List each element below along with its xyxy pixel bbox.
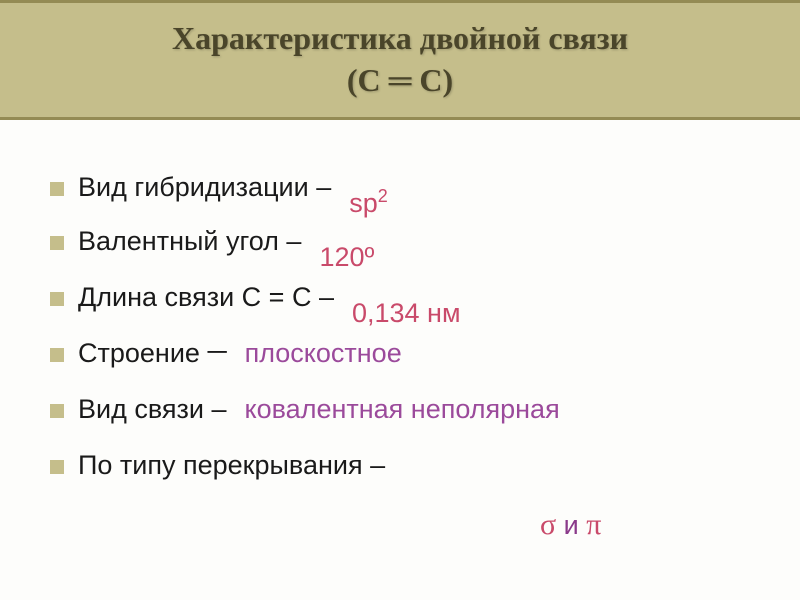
bullet-icon (50, 292, 64, 306)
property-value: ковалентная неполярная (245, 394, 560, 425)
list-item: Вид гибридизации – sp2 (50, 170, 770, 208)
property-label: Вид связи – (78, 394, 227, 425)
property-value: sp2 (349, 186, 388, 219)
title-band: Характеристика двойной связи (С ═ С) (0, 0, 800, 120)
bullet-icon (50, 348, 64, 362)
property-label: По типу перекрывания – (78, 450, 385, 481)
title-line-1: Характеристика двойной связи (172, 18, 628, 60)
pi-symbol: π (586, 508, 601, 541)
property-label: Валентный угол – (78, 226, 301, 257)
property-value: плоскостное (245, 338, 402, 369)
list-item: Вид связи – ковалентная неполярная (50, 394, 770, 432)
bullet-icon (50, 404, 64, 418)
title-line-2: (С ═ С) (347, 60, 453, 102)
list-item: Длина связи С = С – 0,134 нм (50, 282, 770, 320)
bullet-icon (50, 182, 64, 196)
sigma-symbol: σ (540, 508, 556, 541)
list-item: По типу перекрывания – (50, 450, 770, 488)
conjunction: и (556, 510, 586, 540)
property-value: 120º (319, 242, 374, 273)
content-area: Вид гибридизации – sp2 Валентный угол – … (0, 120, 800, 536)
sigma-pi-value: σ и π (540, 508, 601, 542)
bullet-icon (50, 460, 64, 474)
property-label: Строение ─ (78, 338, 227, 369)
bullet-icon (50, 236, 64, 250)
property-label: Длина связи С = С – (78, 282, 334, 313)
list-item: Строение ─ плоскостное (50, 338, 770, 376)
property-value: 0,134 нм (352, 298, 461, 329)
list-item: Валентный угол – 120º (50, 226, 770, 264)
property-label: Вид гибридизации – (78, 172, 331, 203)
